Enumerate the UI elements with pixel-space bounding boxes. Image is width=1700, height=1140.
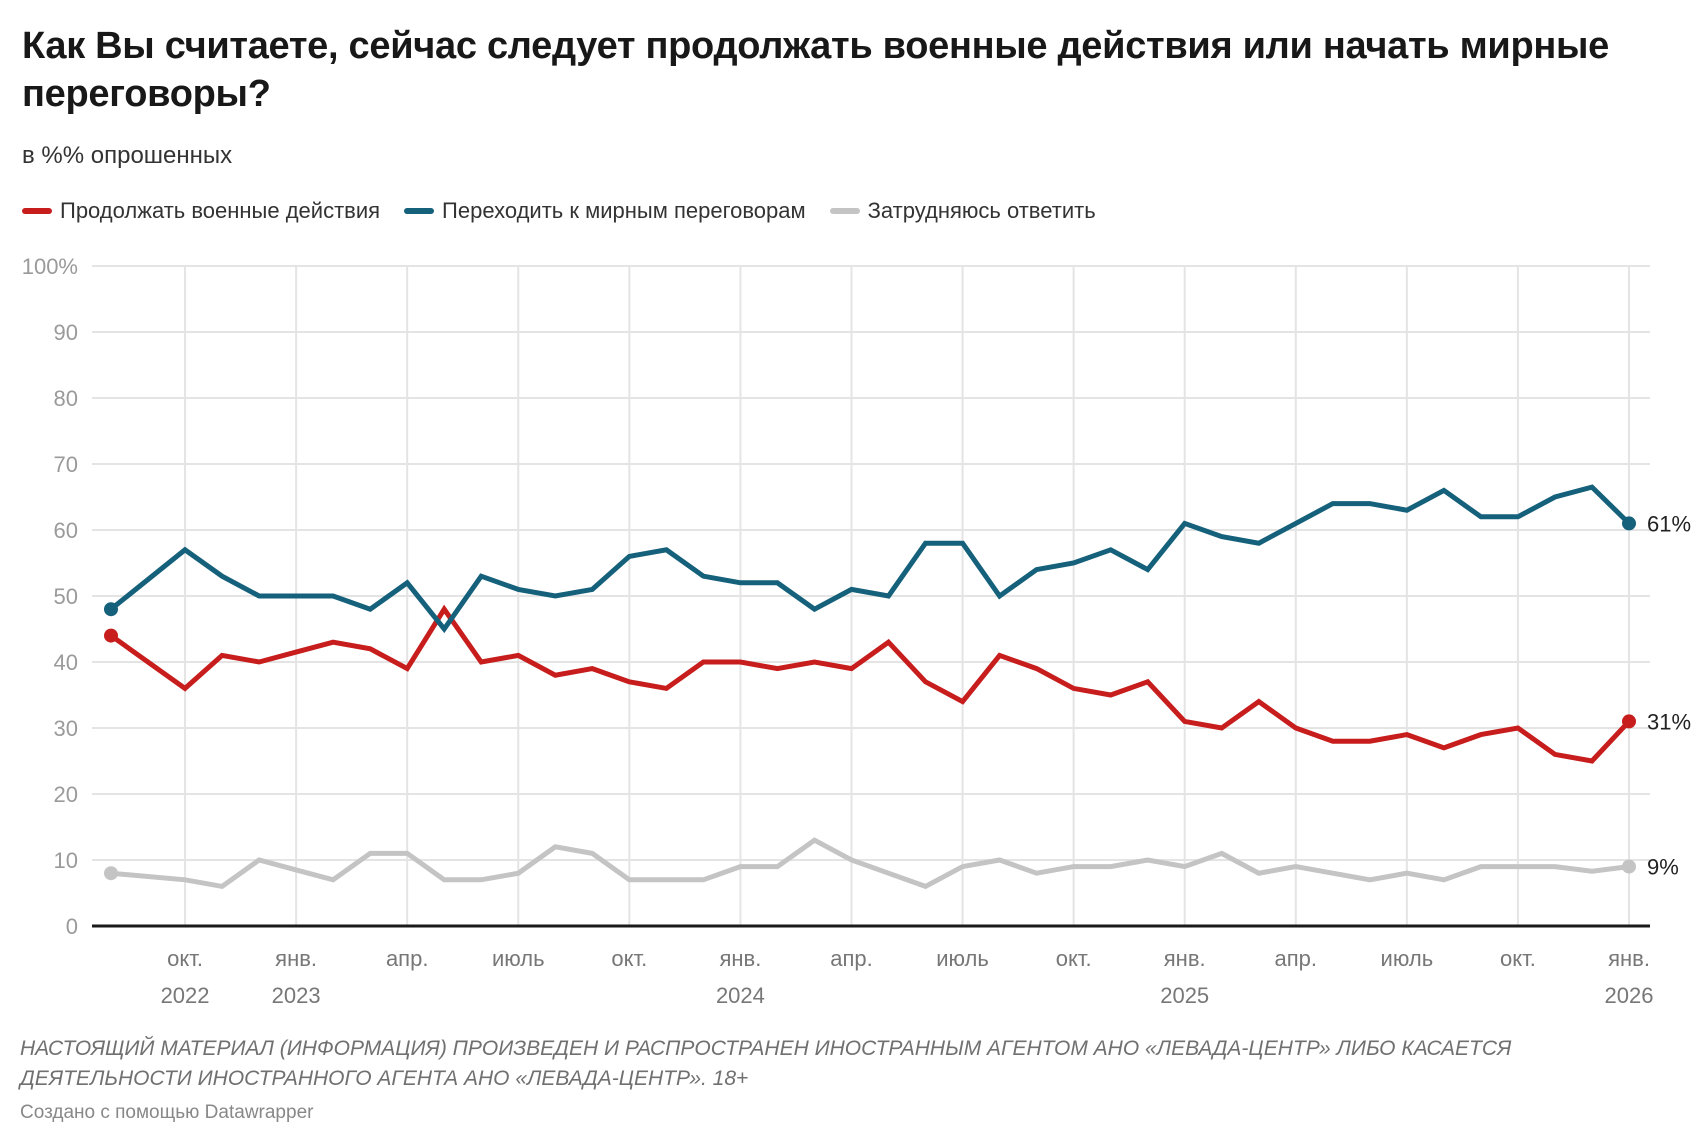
series-end-dot [1622, 714, 1636, 729]
x-tick-label: окт. [167, 946, 203, 971]
y-tick-label: 10 [54, 848, 78, 873]
x-tick-label: апр. [1275, 946, 1318, 971]
legend-swatch-red [22, 208, 52, 214]
x-tick-label: апр. [830, 946, 873, 971]
series-line [110, 837, 1630, 890]
legend-item-continue: Продолжать военные действия [22, 198, 380, 224]
x-tick-label: июль [1381, 946, 1434, 971]
series-start-dot [104, 628, 118, 643]
x-tick-year: 2022 [161, 983, 210, 1008]
series-end-label: 61% [1647, 511, 1691, 536]
chart-title: Как Вы считаете, сейчас следует продолжа… [22, 25, 1610, 115]
x-tick-label: янв. [719, 946, 761, 971]
y-tick-label: 80 [54, 386, 78, 411]
x-tick-label: июль [936, 946, 989, 971]
legend-item-unsure: Затрудняюсь ответить [829, 198, 1096, 224]
y-tick-label: 50 [54, 584, 78, 609]
y-tick-label: 70 [54, 452, 78, 477]
x-tick-label: янв. [1608, 946, 1650, 971]
x-tick-year: 2023 [272, 983, 321, 1008]
x-tick-label: июль [492, 946, 545, 971]
series-end-dot [1622, 859, 1636, 874]
y-tick-label: 90 [54, 320, 78, 345]
x-tick-year: 2026 [1605, 983, 1654, 1008]
y-tick-label: 0 [66, 914, 78, 939]
x-tick-label: окт. [611, 946, 647, 971]
chart-subtitle: в %% опрошенных [22, 142, 233, 169]
y-tick-label: 40 [54, 650, 78, 675]
legend-item-peace: Переходить к мирным переговорам [404, 198, 806, 224]
x-tick-label: янв. [275, 946, 317, 971]
y-tick-label: 100% [22, 254, 78, 279]
foreign-agent-notice: НАСТОЯЩИЙ МАТЕРИАЛ (ИНФОРМАЦИЯ) ПРОИЗВЕД… [20, 1037, 1512, 1090]
series-start-dot [104, 602, 118, 617]
series-end-dot [1622, 516, 1636, 531]
x-tick-label: апр. [386, 946, 429, 971]
x-tick-label: окт. [1500, 946, 1536, 971]
series-line [109, 604, 1631, 764]
x-tick-label: янв. [1164, 946, 1206, 971]
legend-swatch-gray [829, 208, 860, 214]
y-tick-label: 20 [54, 782, 78, 807]
legend: Продолжать военные действия Переходить к… [22, 198, 1096, 224]
y-tick-label: 30 [54, 716, 78, 741]
series-start-dot [104, 866, 118, 881]
series-end-label: 9% [1647, 855, 1679, 880]
legend-label: Переходить к мирным переговорам [442, 198, 806, 223]
legend-label: Затрудняюсь ответить [867, 198, 1096, 223]
x-tick-year: 2024 [716, 983, 765, 1008]
x-tick-label: окт. [1056, 946, 1092, 971]
datawrapper-credit: Создано с помощью Datawrapper [20, 1102, 314, 1123]
legend-label: Продолжать военные действия [60, 198, 381, 223]
series-end-label: 31% [1647, 709, 1691, 734]
y-tick-label: 60 [54, 518, 78, 543]
series-line [109, 484, 1631, 634]
x-tick-year: 2025 [1160, 983, 1209, 1008]
legend-swatch-blue [404, 208, 435, 214]
line-chart: 0 10 20 30 40 50 60 70 80 90 100% окт. 2022 янв. 2023 а… [22, 254, 1691, 1008]
